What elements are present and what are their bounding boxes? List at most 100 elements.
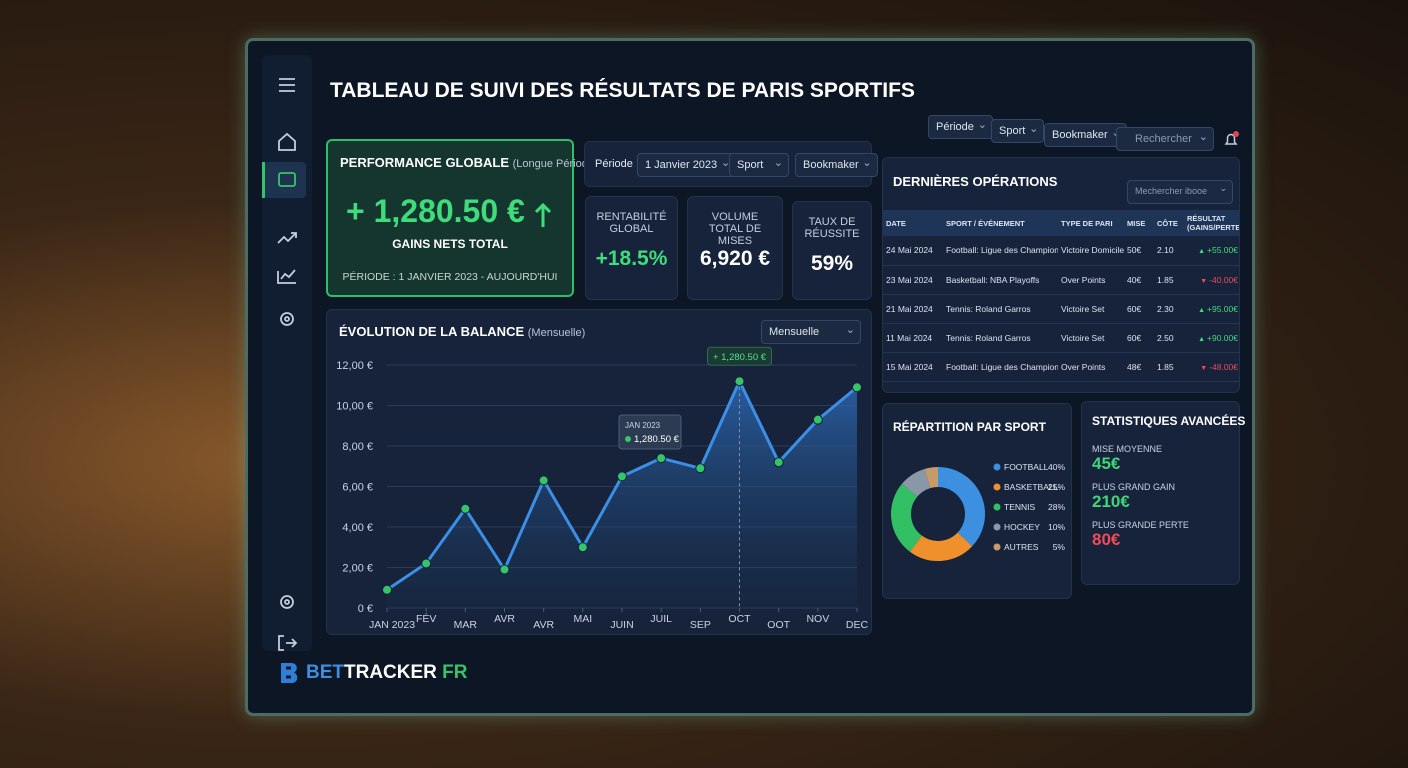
result-arrow: ▲ — [1198, 335, 1208, 343]
table-cell: 2.30 — [1154, 294, 1184, 324]
y-tick-label: 4,00 € — [342, 522, 373, 534]
stat-label: PLUS GRANDE PERTE — [1092, 520, 1189, 530]
x-tick-label: SEP — [690, 619, 711, 631]
date-dropdown[interactable]: 1 Janvier 2023 — [637, 153, 737, 177]
granularity-dropdown[interactable]: Mensuelle — [761, 320, 861, 344]
stat-label: PLUS GRAND GAIN — [1092, 482, 1176, 492]
balance-subtitle: (Mensuelle) — [527, 327, 586, 339]
data-point — [538, 475, 549, 486]
table-cell: 48€ — [1124, 352, 1154, 382]
column-header: RÉSULTAT (GAINS/PERTES) — [1184, 210, 1239, 236]
filter-dropdown[interactable]: Sport — [991, 119, 1045, 143]
tooltip-value: 1,280.50 € — [634, 434, 680, 445]
filter-label: Période — [595, 158, 633, 170]
y-tick-label: 8,00 € — [342, 441, 373, 453]
brand-icon — [281, 663, 298, 684]
x-tick-label: DEC — [846, 619, 869, 631]
x-tick-label: MAR — [454, 619, 478, 631]
operations-title: DERNIÈRES OPÉRATIONS — [893, 174, 1058, 189]
legend-value: 25% — [1048, 482, 1065, 492]
kpi-card: VOLUME TOTAL DE MISES 6,920 € — [687, 196, 783, 300]
performance-title: PERFORMANCE GLOBALE — [340, 155, 509, 170]
tooltip-dot — [625, 436, 631, 442]
wallet-icon[interactable] — [278, 172, 296, 187]
legend-name: FOOTBALL — [1004, 462, 1049, 472]
x-tick-label: NOV — [806, 613, 829, 625]
legend-dot — [993, 543, 1001, 551]
filter-dropdown[interactable]: Période — [928, 115, 993, 139]
x-tick-label: JAN 2023 — [369, 619, 415, 631]
column-header: SPORT / ÉVÉNEMENT — [943, 210, 1058, 236]
legend-name: TENNIS — [1004, 502, 1036, 512]
data-point — [617, 471, 627, 482]
brand-fr: FR — [442, 662, 468, 683]
table-cell: Basketball: NBA Playoffs — [943, 265, 1058, 295]
kpi-card: RENTABILITÉ GLOBAL +18.5% — [585, 196, 678, 300]
filter-bar: Période 1 Janvier 2023 Sport Bookmaker — [584, 141, 878, 187]
table-cell: Victoire Set — [1058, 323, 1124, 353]
table-cell: Tennis: Roland Garros — [943, 323, 1058, 353]
active-highlight — [264, 162, 306, 198]
sidebar-icons — [262, 78, 306, 651]
performance-card: PERFORMANCE GLOBALE (Longue Période) + 1… — [326, 139, 598, 297]
result-arrow: ▼ — [1200, 277, 1210, 285]
table-cell: Over Points — [1058, 265, 1124, 295]
balance-title: ÉVOLUTION DE LA BALANCE — [339, 324, 525, 339]
kpi-value: 59% — [810, 252, 854, 275]
legend-name: BASKETBALL — [1004, 482, 1059, 492]
stat-value: 80€ — [1092, 530, 1121, 549]
notification-bell[interactable] — [1220, 129, 1242, 151]
operations-search[interactable]: Mechercher ibooe — [1127, 180, 1233, 204]
active-marker — [262, 162, 265, 198]
table-cell: 24 Mai 2024 — [883, 236, 943, 266]
legend-dot — [993, 523, 1001, 531]
table-row: 24 Mai 2024 Football: Ligue des Champions… — [883, 236, 1239, 266]
y-tick-label: 10,00 € — [336, 401, 373, 413]
logout-icon[interactable] — [278, 635, 298, 651]
stats-icon[interactable] — [277, 269, 296, 284]
search-input[interactable]: Rechercher — [1116, 127, 1214, 151]
x-tick-label: MAI — [573, 613, 592, 625]
table-cell: 60€ — [1124, 294, 1154, 324]
peak-label: + 1,280.50 € — [713, 352, 767, 363]
period-caption: PÉRIODE : 1 JANVIER 2023 - AUJOURD'HUI — [342, 271, 558, 283]
net-gain-amount: + 1,280.50 € — [346, 193, 525, 229]
data-point — [773, 457, 784, 468]
bookmaker-dropdown[interactable]: Bookmaker — [795, 153, 878, 177]
legend-value: 28% — [1048, 502, 1065, 512]
result-value: -48.00€ — [1209, 361, 1238, 372]
table-cell: 1.85 — [1154, 265, 1184, 295]
balance-panel: ÉVOLUTION DE LA BALANCE (Mensuelle) Mens… — [326, 309, 872, 635]
table-cell: ▼ -40.00€ — [1184, 265, 1239, 295]
x-tick-label: JUIL — [650, 613, 672, 625]
x-tick-label: AVR — [494, 613, 515, 625]
trend-icon[interactable] — [277, 232, 297, 244]
filter-dropdown[interactable]: Bookmaker — [1044, 123, 1127, 147]
table-row: 11 Mai 2024 Tennis: Roland Garros Victoire… — [883, 323, 1239, 353]
data-point — [499, 564, 510, 575]
table-cell: Football: Ligue des Champions — [943, 236, 1058, 266]
settings-icon-2[interactable] — [280, 595, 294, 609]
table-cell: 23 Mai 2024 — [883, 265, 943, 295]
table-cell: 2.10 — [1154, 236, 1184, 266]
x-tick-label: JUIN — [610, 619, 633, 631]
tooltip-box — [618, 414, 682, 450]
home-icon[interactable] — [278, 132, 296, 151]
sport-split-title: RÉPARTITION PAR SPORT — [893, 420, 1046, 434]
table-cell: Football: Ligue des Champions — [943, 352, 1058, 382]
legend-name: HOCKEY — [1004, 522, 1040, 532]
peak-badge — [707, 346, 772, 366]
table-cell: ▲ +55.00€ — [1184, 236, 1239, 266]
table-cell: 21 Mai 2024 — [883, 294, 943, 324]
stat-value: 45€ — [1092, 454, 1121, 473]
table-cell: 50€ — [1124, 236, 1154, 266]
data-point — [656, 453, 667, 464]
column-header: DATE — [883, 210, 943, 236]
kpi-value: +18.5% — [595, 247, 668, 270]
donut-segment — [924, 467, 939, 489]
menu-icon[interactable] — [279, 78, 295, 92]
data-point — [421, 558, 432, 569]
settings-icon[interactable] — [280, 312, 294, 326]
sport-dropdown[interactable]: Sport — [729, 153, 789, 177]
